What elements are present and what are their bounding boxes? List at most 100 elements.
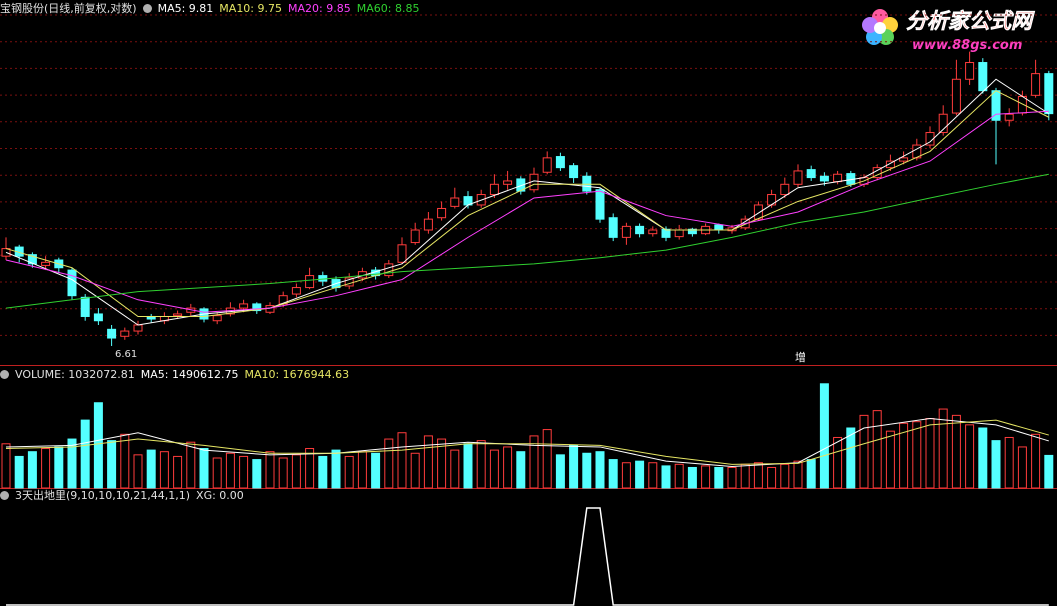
candle-body [555, 156, 565, 169]
menu-icon[interactable] [0, 490, 9, 500]
volume-bar [503, 446, 513, 489]
candle-body [621, 225, 631, 238]
volume-bar [965, 424, 975, 489]
volume-bar [793, 460, 803, 489]
candle-body [120, 330, 130, 337]
indicator-header: 3天出地里(9,10,10,10,21,44,1,1) XG: 0.00 [0, 488, 244, 502]
volume-bar [54, 446, 64, 489]
volume-bar [846, 427, 856, 489]
candle-body [582, 175, 592, 192]
candle-body [80, 296, 90, 317]
candle-body [965, 62, 975, 80]
legend-item: MA60: 8.85 [356, 1, 420, 15]
candle-body [661, 228, 671, 238]
candle-body [780, 183, 790, 196]
volume-bar [872, 410, 882, 489]
volume-bar [542, 429, 552, 489]
legend-item: MA20: 9.85 [288, 1, 351, 15]
candle-body [793, 170, 803, 185]
volume-bar [331, 449, 341, 489]
volume-bar [1031, 433, 1041, 489]
volume-bar [225, 452, 235, 489]
volume-bar [252, 459, 262, 489]
volume-bar [384, 438, 394, 489]
candle-body [648, 229, 658, 235]
volume-bar [463, 443, 473, 489]
volume-bar [265, 451, 275, 489]
volume-bar [819, 383, 829, 489]
volume-bar [767, 466, 777, 489]
candle-body [503, 180, 513, 185]
candle-body [107, 328, 117, 339]
volume-bar [753, 462, 763, 489]
volume-bar [951, 414, 961, 489]
candle-body [67, 269, 77, 297]
volume-bar [1044, 454, 1054, 489]
volume-bar [489, 449, 499, 489]
ma-line [5, 110, 1049, 313]
volume-bar [212, 457, 222, 489]
candle-body [291, 287, 301, 295]
logo-icon [862, 9, 898, 45]
volume-bar [371, 452, 381, 489]
candle-body [1004, 113, 1014, 121]
annotation: 增 [795, 350, 806, 364]
volume-bar [423, 435, 433, 489]
volume-bar [397, 432, 407, 489]
volume-bar [674, 463, 684, 489]
candle-body [133, 324, 143, 332]
menu-icon[interactable] [0, 369, 9, 379]
volume-bar [291, 454, 301, 489]
volume-bar [885, 430, 895, 489]
volume-bar [410, 452, 420, 489]
candle-body [714, 224, 724, 231]
volume-bar [437, 438, 447, 489]
volume-bar [912, 421, 922, 489]
ma-line [5, 418, 1049, 468]
volume-bar [1017, 446, 1027, 489]
volume-bar [67, 438, 77, 489]
volume-bar [806, 459, 816, 489]
volume-bar [595, 451, 605, 489]
volume-bar [159, 451, 169, 489]
volume-header: VOLUME: 1032072.81 MA5: 1490612.75 MA10: … [0, 367, 355, 381]
volume-bar [80, 419, 90, 489]
candle-body [93, 313, 103, 322]
volume-bar [608, 459, 618, 489]
volume-bar [938, 408, 948, 489]
price-header: 宝钢股份(日线,前复权,对数) MA5: 9.81 MA10: 9.75 MA20:… [0, 1, 425, 16]
volume-bar [978, 427, 988, 489]
menu-icon[interactable] [142, 3, 152, 13]
candle-body [899, 157, 909, 162]
candle-body [27, 254, 37, 265]
volume-bar [146, 449, 156, 489]
candle-body [212, 315, 222, 322]
candle-body [1044, 73, 1054, 115]
candle-body [674, 229, 684, 238]
legend-item: MA5: 9.81 [157, 1, 214, 15]
volume-bar [318, 455, 328, 489]
volume-bar [14, 455, 24, 489]
volume-bar [635, 460, 645, 489]
candle-body [635, 225, 645, 235]
legend-item: MA10: 9.75 [219, 1, 283, 15]
volume-bar [516, 451, 526, 489]
volume-bar [555, 454, 565, 489]
volume-bar [714, 466, 724, 489]
volume-bar [661, 465, 671, 489]
volume-bar [780, 463, 790, 489]
volume-bar [450, 449, 460, 489]
volume-bar [648, 462, 658, 489]
ma-line [5, 90, 1050, 317]
candle-body [951, 78, 961, 114]
candle-body [885, 160, 895, 169]
volume-bar [41, 448, 51, 489]
candle-body [423, 218, 433, 231]
candle-body [938, 113, 948, 134]
volume-bar [107, 440, 117, 489]
volume-bar [727, 466, 737, 489]
candle-body [1017, 95, 1027, 114]
legend-item: MA10: 1676944.63 [244, 367, 350, 381]
volume-bar [173, 455, 183, 489]
